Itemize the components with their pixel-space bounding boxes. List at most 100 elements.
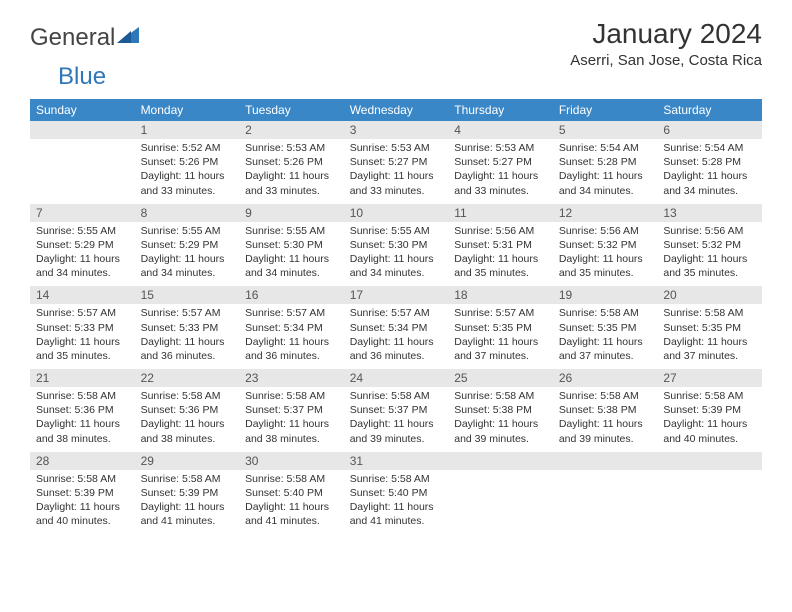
- daylight-text: Daylight: 11 hours: [350, 335, 443, 349]
- sunrise-text: Sunrise: 5:58 AM: [663, 306, 756, 320]
- sunset-text: Sunset: 5:38 PM: [559, 403, 652, 417]
- sunset-text: Sunset: 5:37 PM: [245, 403, 338, 417]
- daylight-text: Daylight: 11 hours: [245, 169, 338, 183]
- sunrise-text: Sunrise: 5:58 AM: [559, 306, 652, 320]
- daylight-text: and 35 minutes.: [454, 266, 547, 280]
- day-number: 6: [657, 121, 762, 139]
- daylight-text: Daylight: 11 hours: [36, 335, 129, 349]
- sunrise-text: Sunrise: 5:58 AM: [36, 472, 129, 486]
- day-cell: 6Sunrise: 5:54 AMSunset: 5:28 PMDaylight…: [657, 121, 762, 204]
- day-details: Sunrise: 5:58 AMSunset: 5:40 PMDaylight:…: [239, 470, 344, 535]
- day-number: 20: [657, 286, 762, 304]
- sunset-text: Sunset: 5:32 PM: [663, 238, 756, 252]
- daylight-text: and 36 minutes.: [141, 349, 234, 363]
- day-details: Sunrise: 5:55 AMSunset: 5:30 PMDaylight:…: [239, 222, 344, 287]
- day-header-row: SundayMondayTuesdayWednesdayThursdayFrid…: [30, 99, 762, 121]
- daylight-text: Daylight: 11 hours: [245, 500, 338, 514]
- daynum-empty: [553, 452, 658, 470]
- day-cell: 21Sunrise: 5:58 AMSunset: 5:36 PMDayligh…: [30, 369, 135, 452]
- daylight-text: and 37 minutes.: [663, 349, 756, 363]
- day-number: 2: [239, 121, 344, 139]
- daylight-text: Daylight: 11 hours: [350, 417, 443, 431]
- daylight-text: and 34 minutes.: [350, 266, 443, 280]
- sunrise-text: Sunrise: 5:53 AM: [245, 141, 338, 155]
- daylight-text: Daylight: 11 hours: [663, 169, 756, 183]
- sunset-text: Sunset: 5:39 PM: [36, 486, 129, 500]
- sunrise-text: Sunrise: 5:57 AM: [36, 306, 129, 320]
- day-number: 29: [135, 452, 240, 470]
- empty-cell: [553, 452, 658, 535]
- daylight-text: Daylight: 11 hours: [350, 252, 443, 266]
- sunset-text: Sunset: 5:34 PM: [350, 321, 443, 335]
- sunset-text: Sunset: 5:34 PM: [245, 321, 338, 335]
- calendar-page: General January 2024 Aserri, San Jose, C…: [0, 0, 792, 534]
- day-details: Sunrise: 5:56 AMSunset: 5:32 PMDaylight:…: [553, 222, 658, 287]
- day-details: Sunrise: 5:58 AMSunset: 5:38 PMDaylight:…: [448, 387, 553, 452]
- daylight-text: Daylight: 11 hours: [454, 417, 547, 431]
- day-details: Sunrise: 5:58 AMSunset: 5:38 PMDaylight:…: [553, 387, 658, 452]
- day-number: 9: [239, 204, 344, 222]
- day-details: Sunrise: 5:55 AMSunset: 5:29 PMDaylight:…: [30, 222, 135, 287]
- page-title: January 2024: [570, 18, 762, 50]
- day-cell: 3Sunrise: 5:53 AMSunset: 5:27 PMDaylight…: [344, 121, 449, 204]
- daylight-text: and 40 minutes.: [36, 514, 129, 528]
- day-details: Sunrise: 5:58 AMSunset: 5:36 PMDaylight:…: [135, 387, 240, 452]
- daylight-text: Daylight: 11 hours: [141, 500, 234, 514]
- daylight-text: and 34 minutes.: [245, 266, 338, 280]
- sunset-text: Sunset: 5:26 PM: [245, 155, 338, 169]
- sunset-text: Sunset: 5:27 PM: [454, 155, 547, 169]
- sunrise-text: Sunrise: 5:57 AM: [454, 306, 547, 320]
- daylight-text: Daylight: 11 hours: [663, 335, 756, 349]
- cell-body-empty: [657, 470, 762, 528]
- sunset-text: Sunset: 5:30 PM: [245, 238, 338, 252]
- sunrise-text: Sunrise: 5:58 AM: [36, 389, 129, 403]
- day-details: Sunrise: 5:58 AMSunset: 5:35 PMDaylight:…: [553, 304, 658, 369]
- daylight-text: and 35 minutes.: [663, 266, 756, 280]
- daylight-text: and 39 minutes.: [350, 432, 443, 446]
- daylight-text: Daylight: 11 hours: [141, 252, 234, 266]
- sunrise-text: Sunrise: 5:53 AM: [350, 141, 443, 155]
- day-number: 24: [344, 369, 449, 387]
- cell-body-empty: [30, 139, 135, 197]
- sunrise-text: Sunrise: 5:55 AM: [36, 224, 129, 238]
- empty-cell: [657, 452, 762, 535]
- sunset-text: Sunset: 5:26 PM: [141, 155, 234, 169]
- daylight-text: Daylight: 11 hours: [454, 169, 547, 183]
- daylight-text: Daylight: 11 hours: [141, 335, 234, 349]
- day-details: Sunrise: 5:58 AMSunset: 5:37 PMDaylight:…: [344, 387, 449, 452]
- day-cell: 27Sunrise: 5:58 AMSunset: 5:39 PMDayligh…: [657, 369, 762, 452]
- daylight-text: and 39 minutes.: [454, 432, 547, 446]
- daylight-text: and 41 minutes.: [245, 514, 338, 528]
- day-details: Sunrise: 5:55 AMSunset: 5:29 PMDaylight:…: [135, 222, 240, 287]
- sunrise-text: Sunrise: 5:57 AM: [350, 306, 443, 320]
- daylight-text: Daylight: 11 hours: [663, 417, 756, 431]
- daylight-text: and 41 minutes.: [141, 514, 234, 528]
- day-number: 19: [553, 286, 658, 304]
- sunset-text: Sunset: 5:35 PM: [454, 321, 547, 335]
- daylight-text: and 37 minutes.: [454, 349, 547, 363]
- day-details: Sunrise: 5:58 AMSunset: 5:37 PMDaylight:…: [239, 387, 344, 452]
- daylight-text: and 35 minutes.: [559, 266, 652, 280]
- daylight-text: Daylight: 11 hours: [454, 335, 547, 349]
- sunrise-text: Sunrise: 5:58 AM: [559, 389, 652, 403]
- day-cell: 5Sunrise: 5:54 AMSunset: 5:28 PMDaylight…: [553, 121, 658, 204]
- daynum-empty: [30, 121, 135, 139]
- calendar-table: SundayMondayTuesdayWednesdayThursdayFrid…: [30, 99, 762, 534]
- day-cell: 12Sunrise: 5:56 AMSunset: 5:32 PMDayligh…: [553, 204, 658, 287]
- calendar-head: SundayMondayTuesdayWednesdayThursdayFrid…: [30, 99, 762, 121]
- day-details: Sunrise: 5:58 AMSunset: 5:35 PMDaylight:…: [657, 304, 762, 369]
- week-row: 14Sunrise: 5:57 AMSunset: 5:33 PMDayligh…: [30, 286, 762, 369]
- sunset-text: Sunset: 5:37 PM: [350, 403, 443, 417]
- sunset-text: Sunset: 5:38 PM: [454, 403, 547, 417]
- daylight-text: and 34 minutes.: [663, 184, 756, 198]
- sunrise-text: Sunrise: 5:58 AM: [454, 389, 547, 403]
- daylight-text: and 41 minutes.: [350, 514, 443, 528]
- daylight-text: and 33 minutes.: [141, 184, 234, 198]
- sunrise-text: Sunrise: 5:55 AM: [141, 224, 234, 238]
- daylight-text: Daylight: 11 hours: [245, 417, 338, 431]
- week-row: 21Sunrise: 5:58 AMSunset: 5:36 PMDayligh…: [30, 369, 762, 452]
- daylight-text: Daylight: 11 hours: [350, 169, 443, 183]
- day-header: Tuesday: [239, 99, 344, 121]
- day-cell: 7Sunrise: 5:55 AMSunset: 5:29 PMDaylight…: [30, 204, 135, 287]
- sunset-text: Sunset: 5:36 PM: [141, 403, 234, 417]
